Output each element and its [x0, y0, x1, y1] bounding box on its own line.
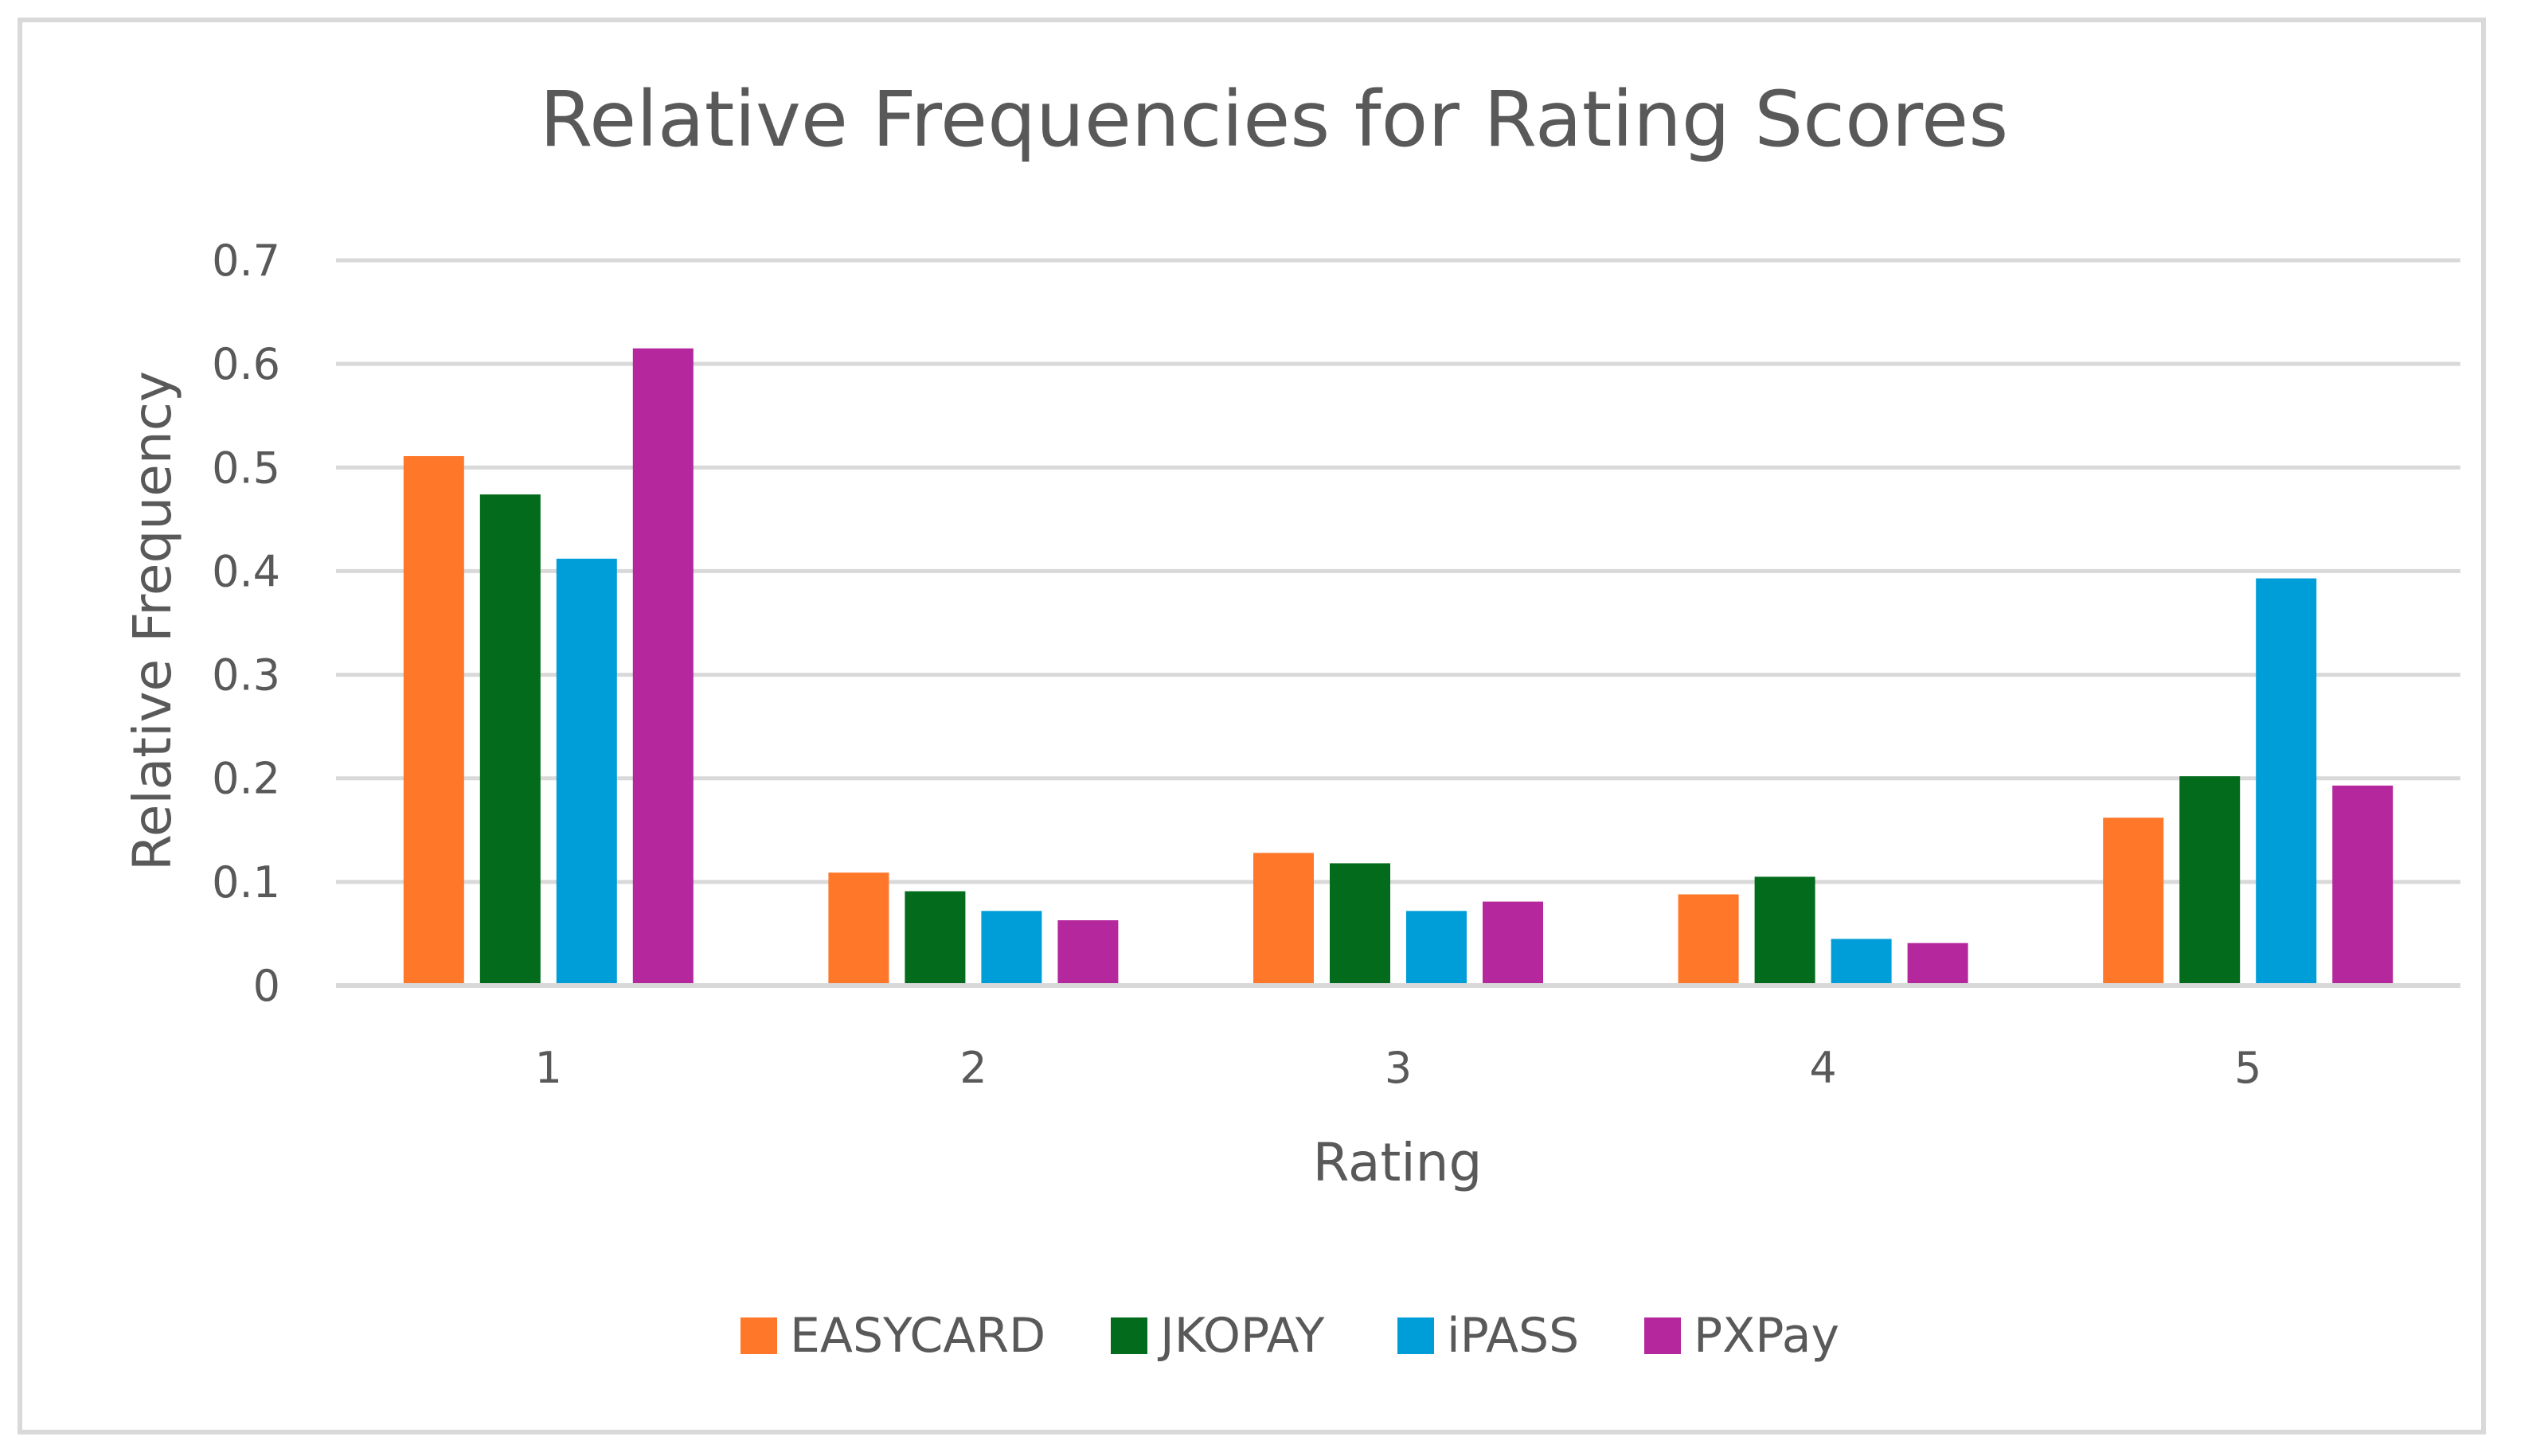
bar-easycard-rating-5 [2103, 818, 2164, 986]
x-axis-ticks: 1 2 3 4 5 [535, 1043, 2262, 1093]
bar-pxpay-rating-1 [632, 348, 694, 986]
legend-label-jkopay: JKOPAY [1157, 1308, 1325, 1364]
legend-label-ipass: iPASS [1447, 1308, 1579, 1364]
y-axis-ticks: 0 0.1 0.2 0.3 0.4 0.5 0.6 0.7 [212, 236, 280, 1011]
bar-pxpay-rating-3 [1483, 901, 1543, 986]
y-axis-label: Relative Frequency [122, 371, 183, 871]
bar-easycard-rating-4 [1678, 894, 1739, 986]
bar-jkopay-rating-4 [1754, 876, 1815, 986]
bar-easycard-rating-3 [1253, 853, 1314, 986]
y-tick-label: 0.4 [212, 546, 280, 596]
legend-swatch-pxpay [1644, 1317, 1681, 1354]
y-tick-label: 0.5 [212, 443, 280, 493]
bar-ipass-rating-3 [1406, 911, 1467, 986]
y-tick-label: 0.7 [212, 236, 280, 286]
bar-jkopay-rating-5 [2179, 776, 2241, 986]
y-tick-label: 0 [253, 961, 280, 1011]
legend-swatch-easycard [741, 1317, 777, 1354]
x-axis-label: Rating [1313, 1132, 1483, 1193]
y-tick-label: 0.3 [212, 650, 280, 701]
bar-easycard-rating-2 [828, 872, 889, 986]
y-tick-label: 0.2 [212, 754, 280, 804]
bar-jkopay-rating-1 [479, 494, 541, 986]
legend-label-pxpay: PXPay [1694, 1308, 1839, 1364]
x-tick-label: 2 [959, 1043, 987, 1093]
x-tick-label: 1 [535, 1043, 562, 1093]
chart-title: Relative Frequencies for Rating Scores [540, 75, 2008, 164]
x-tick-label: 4 [1809, 1043, 1836, 1093]
bar-easycard-rating-1 [403, 455, 464, 986]
bar-ipass-rating-2 [981, 911, 1042, 986]
bar-jkopay-rating-3 [1330, 863, 1390, 986]
legend-swatch-ipass [1397, 1317, 1434, 1354]
bar-jkopay-rating-2 [905, 891, 966, 986]
x-tick-label: 5 [2234, 1043, 2261, 1093]
bar-ipass-rating-1 [556, 558, 617, 986]
bar-pxpay-rating-5 [2332, 785, 2394, 986]
legend-swatch-jkopay [1111, 1317, 1147, 1354]
bars [336, 348, 2460, 988]
legend: EASYCARD JKOPAY iPASS PXPay [741, 1308, 1839, 1364]
bar-pxpay-rating-4 [1907, 943, 1968, 986]
y-tick-label: 0.6 [212, 339, 280, 389]
bar-pxpay-rating-2 [1057, 920, 1119, 986]
x-tick-label: 3 [1385, 1043, 1412, 1093]
bar-ipass-rating-5 [2256, 578, 2317, 986]
bar-ipass-rating-4 [1831, 939, 1892, 986]
y-tick-label: 0.1 [212, 857, 280, 908]
legend-label-easycard: EASYCARD [790, 1308, 1045, 1364]
